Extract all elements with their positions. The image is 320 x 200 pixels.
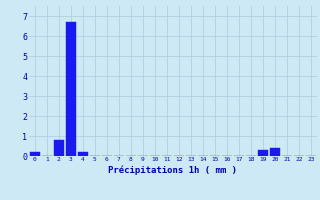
Bar bbox=[270, 148, 280, 156]
Bar bbox=[78, 152, 88, 156]
Bar bbox=[258, 150, 268, 156]
Bar bbox=[54, 140, 64, 156]
Bar bbox=[66, 22, 76, 156]
Bar bbox=[30, 152, 40, 156]
X-axis label: Précipitations 1h ( mm ): Précipitations 1h ( mm ) bbox=[108, 165, 237, 175]
